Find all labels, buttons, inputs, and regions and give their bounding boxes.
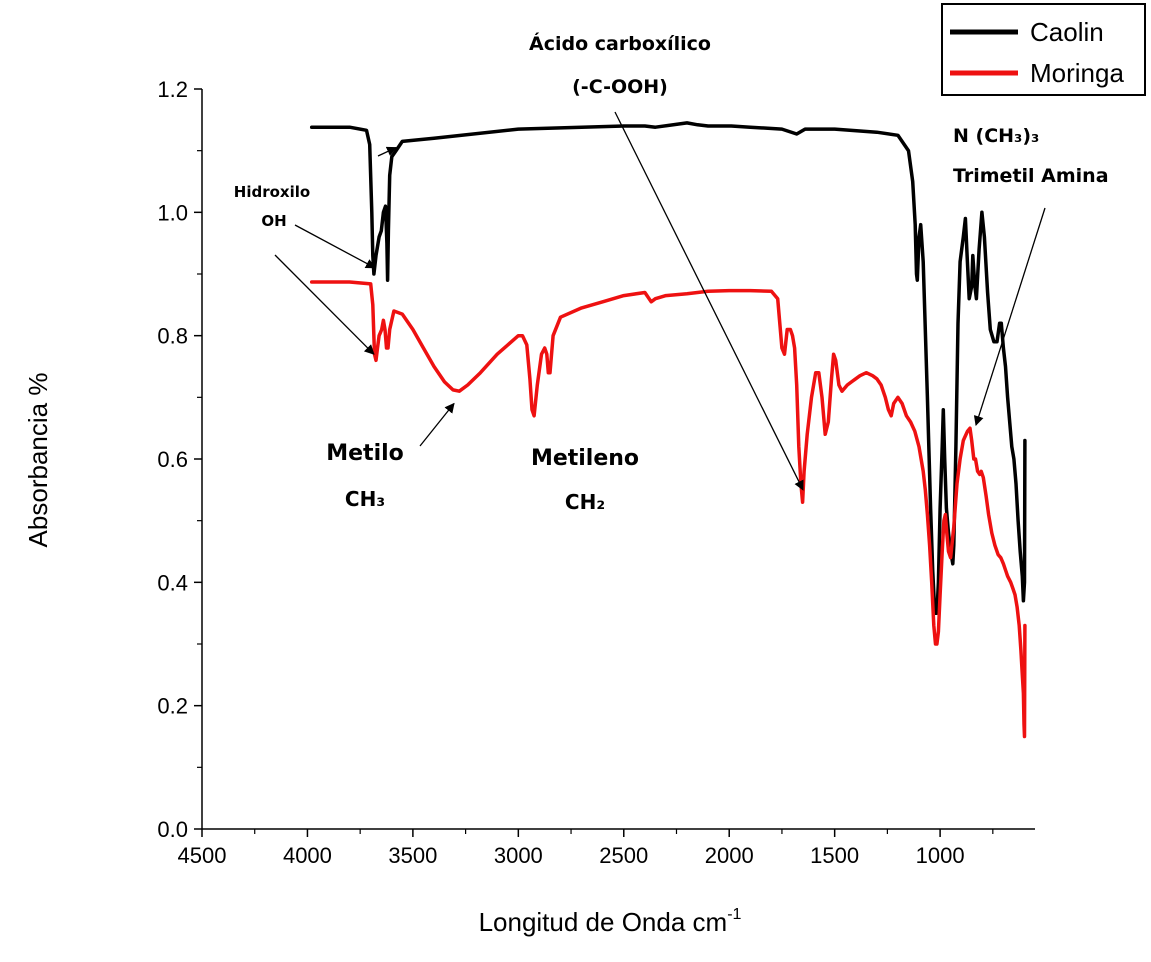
annotation-acido-line1: Ácido carboxílico <box>529 32 711 55</box>
y-tick-label: 0.4 <box>157 570 188 595</box>
x-tick-label: 1000 <box>916 843 965 868</box>
legend-box <box>941 3 1146 96</box>
x-tick-label: 3500 <box>388 843 437 868</box>
arrow-caolin-band <box>377 146 397 157</box>
arrow-hidroxilo-caolin <box>294 224 376 269</box>
annotation-metilo-line1: Metilo <box>326 441 404 466</box>
annotation-amina-line1: N (CH₃)₃ <box>953 125 1039 147</box>
y-tick-label: 0.0 <box>157 817 188 842</box>
annotation-acido-line2: (-C-OOH) <box>572 76 668 98</box>
annotation-metileno-line2: CH₂ <box>565 490 605 514</box>
arrow-amina <box>973 207 1046 427</box>
annotation-arrows <box>274 111 1046 491</box>
annotation-hidroxilo-line1: Hidroxilo <box>234 183 310 201</box>
annotation-metilo-line2: CH₃ <box>345 487 385 511</box>
arrow-hidroxilo-moringa <box>274 254 375 355</box>
x-axis-title: Longitud de Onda cm-1 <box>479 906 742 937</box>
x-tick-label: 4000 <box>283 843 332 868</box>
x-tick-label: 2500 <box>599 843 648 868</box>
y-tick-label: 1.0 <box>157 200 188 225</box>
y-tick-label: 0.2 <box>157 694 188 719</box>
y-tick-label: 0.6 <box>157 447 188 472</box>
y-tick-label: 0.8 <box>157 324 188 349</box>
series-line-caolin <box>309 121 1027 615</box>
annotation-amina-line2: Trimetil Amina <box>953 165 1109 187</box>
series-layer <box>309 121 1027 739</box>
series-line-moringa <box>309 280 1027 739</box>
arrow-acido <box>614 111 804 491</box>
legend: Caolin Moringa <box>941 3 1146 96</box>
legend-label-moringa: Moringa <box>1030 58 1124 88</box>
legend-label-caolin: Caolin <box>1030 17 1104 47</box>
annotation-metileno-line1: Metileno <box>531 446 639 471</box>
y-tick-label: 1.2 <box>157 77 188 102</box>
x-tick-label: 1500 <box>810 843 859 868</box>
arrow-metilo <box>419 402 455 447</box>
x-tick-label: 2000 <box>705 843 754 868</box>
x-axis-title-text: Longitud de Onda cm <box>479 907 728 937</box>
x-tick-label: 4500 <box>178 843 227 868</box>
axes: 4500 4000 3500 3000 2500 2000 1500 1000 0.0 0.2 0.… <box>157 77 1035 868</box>
x-tick-label: 3000 <box>494 843 543 868</box>
y-axis-title: Absorbancia % <box>23 373 53 548</box>
x-axis-title-superscript: -1 <box>727 906 741 923</box>
annotation-hidroxilo-line2: OH <box>261 212 286 230</box>
